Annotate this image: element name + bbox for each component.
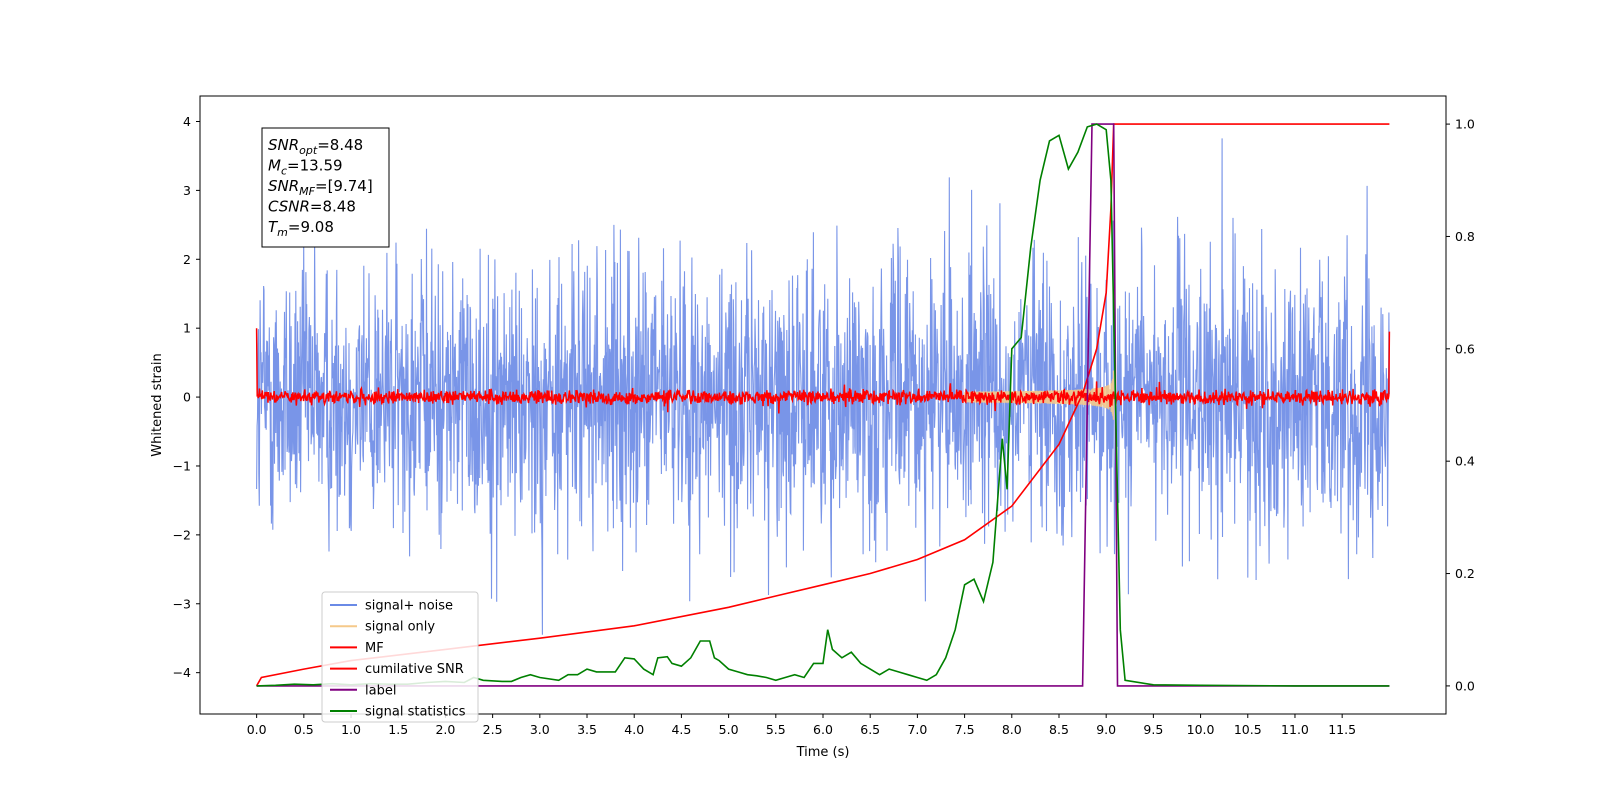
x-tick-label: 6.0 (813, 722, 833, 737)
x-tick-label: 7.5 (955, 722, 975, 737)
x-tick-label: 11.0 (1281, 722, 1309, 737)
y2-tick-label: 0.2 (1455, 566, 1475, 581)
x-tick-label: 2.5 (483, 722, 503, 737)
y-tick-label: 4 (183, 114, 191, 129)
x-tick-label: 8.0 (1002, 722, 1022, 737)
x-tick-label: 9.5 (1143, 722, 1163, 737)
y-tick-label: 1 (183, 321, 191, 336)
x-tick-label: 4.0 (624, 722, 644, 737)
x-tick-label: 9.0 (1096, 722, 1116, 737)
legend-entry: signal only (365, 620, 435, 635)
y-tick-label: 0 (183, 390, 191, 405)
x-tick-label: 0.0 (247, 722, 267, 737)
legend-entry: label (365, 683, 396, 698)
x-axis: 0.0 0.5 1.0 1.5 2.0 2.5 3.0 3.5 4.0 4.5 5.0 5.5 6.0 6… (247, 714, 1356, 737)
annotation-line: Mc=13.59 (268, 157, 343, 178)
x-tick-label: 1.5 (388, 722, 408, 737)
y-axis-left: −4 −3 −2 −1 0 1 2 3 4 (173, 114, 200, 680)
y-tick-label: −3 (173, 596, 191, 611)
x-tick-label: 4.5 (671, 722, 691, 737)
y-tick-label: 2 (183, 252, 191, 267)
y2-tick-label: 0.8 (1455, 229, 1475, 244)
annotation-line: Tm=9.08 (268, 218, 334, 239)
x-tick-label: 11.5 (1328, 722, 1356, 737)
annotation-line: SNRMF=[9.74] (268, 177, 373, 198)
x-tick-label: 10.0 (1187, 722, 1215, 737)
legend: signal+ noise signal only MF cumilative SNR… (321, 591, 479, 723)
x-tick-label: 6.5 (860, 722, 880, 737)
stats-annotation-box: SNRopt=8.48Mc=13.59SNRMF=[9.74]CSNR=8.48… (261, 127, 390, 248)
series-signal-noise (256, 138, 1390, 635)
x-tick-label: 2.0 (435, 722, 455, 737)
series-signal-statistics (256, 123, 1390, 687)
legend-entry: signal statistics (365, 705, 466, 720)
x-axis-label: Time (s) (796, 745, 850, 760)
legend-entry: MF (365, 641, 384, 656)
y-axis-right: 0.0 0.2 0.4 0.6 0.8 1.0 (1446, 117, 1475, 693)
y-tick-label: −1 (173, 458, 191, 473)
x-tick-label: 0.5 (294, 722, 314, 737)
y2-tick-label: 1.0 (1455, 117, 1475, 132)
y-axis-label: Whitened strain (150, 353, 165, 456)
y-tick-label: 3 (183, 183, 191, 198)
x-tick-label: 8.5 (1049, 722, 1069, 737)
x-tick-label: 10.5 (1234, 722, 1262, 737)
y-tick-label: −4 (173, 665, 191, 680)
y-tick-label: −2 (173, 527, 191, 542)
legend-entry: cumilative SNR (365, 662, 464, 677)
series-label (256, 123, 1390, 687)
annotation-line: SNRopt=8.48 (268, 136, 363, 157)
legend-frame (321, 591, 479, 723)
x-tick-label: 5.5 (766, 722, 786, 737)
y2-tick-label: 0.4 (1455, 454, 1475, 469)
x-tick-label: 3.5 (577, 722, 597, 737)
annotation-line: CSNR=8.48 (268, 198, 356, 216)
y2-tick-label: 0.6 (1455, 341, 1475, 356)
legend-entry: signal+ noise (365, 599, 453, 614)
x-tick-label: 3.0 (530, 722, 550, 737)
x-tick-label: 1.0 (341, 722, 361, 737)
series-mf (255, 328, 1391, 414)
y2-tick-label: 0.0 (1455, 678, 1475, 693)
annotation-frame (261, 127, 390, 248)
x-tick-label: 7.0 (907, 722, 927, 737)
x-tick-label: 5.0 (719, 722, 739, 737)
